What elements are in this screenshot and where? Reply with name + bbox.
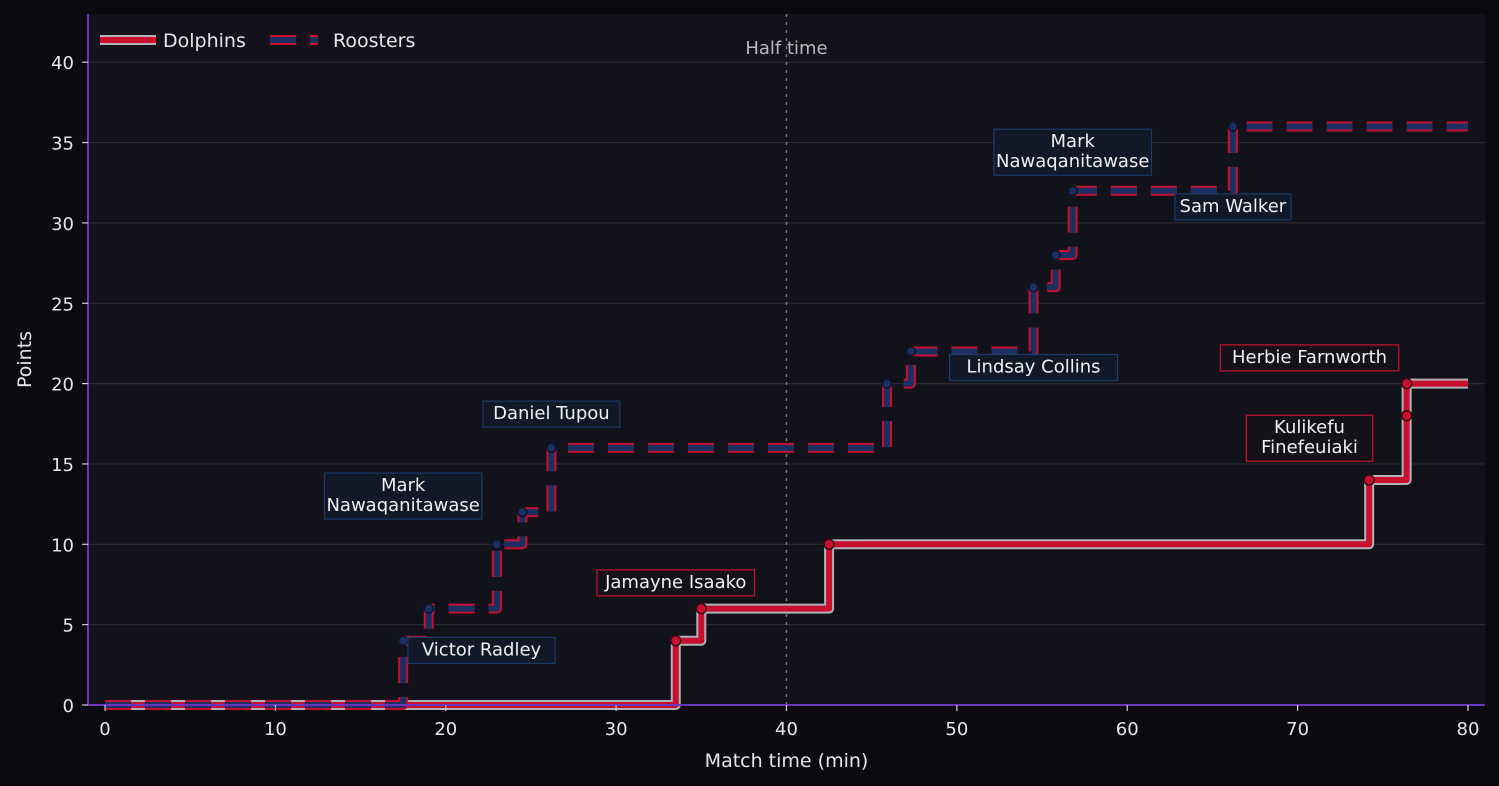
annotation-label: Mark [381, 475, 426, 496]
score-point [1363, 474, 1375, 486]
half-time-marker: Half time [745, 14, 828, 705]
annotation: Lindsay Collins [948, 353, 1119, 382]
x-axis-label: Match time (min) [705, 750, 869, 772]
annotation-label: Finefeuiaki [1261, 437, 1358, 458]
annotation: Sam Walker [1174, 193, 1292, 221]
annotation-box [1174, 193, 1292, 221]
legend-label: Dolphins [163, 30, 246, 52]
half-time-label: Half time [745, 38, 827, 59]
y-tick-label: 15 [51, 455, 74, 476]
annotation-box [596, 569, 756, 597]
y-tick-label: 5 [63, 616, 74, 637]
annotation-label: Nawaqanitawase [326, 495, 479, 516]
annotation-box [1245, 414, 1374, 462]
annotation-label: Herbie Farnworth [1232, 347, 1387, 368]
y-tick-label: 0 [63, 696, 74, 717]
annotation-box [993, 128, 1153, 176]
series-roosters [105, 121, 1468, 710]
score-point [695, 602, 708, 615]
annotation-label: Sam Walker [1180, 196, 1287, 217]
y-axis-label: Points [14, 331, 36, 388]
y-tick-label: 40 [51, 53, 74, 74]
annotation-box [1219, 344, 1400, 372]
score-point [517, 506, 528, 518]
annotation: Victor Radley [407, 636, 556, 664]
annotation-label: Jamayne Isaako [604, 572, 746, 593]
annotation-box [482, 400, 621, 428]
x-tick-label: 50 [945, 719, 968, 740]
y-tick-label: 30 [51, 214, 74, 235]
legend-label: Roosters [333, 30, 415, 52]
x-tick-label: 60 [1116, 719, 1139, 740]
x-tick-label: 10 [264, 719, 287, 740]
score-point [881, 378, 893, 389]
y-tick-label: 35 [51, 134, 74, 155]
legend-entry: Dolphins [100, 30, 246, 52]
y-tick-label: 20 [51, 375, 74, 396]
annotation-label: Nawaqanitawase [996, 151, 1149, 172]
score-point [1400, 409, 1413, 422]
x-tick-label: 0 [99, 719, 110, 740]
x-tick-label: 70 [1286, 719, 1309, 740]
score-point [670, 634, 682, 647]
annotation: Daniel Tupou [482, 400, 621, 428]
score-point [1400, 377, 1413, 390]
tick-labels: 0 10 20 30 40 50 60 70 80 0 5 10 15 20 25 30 35 40 [51, 53, 1479, 740]
legend-entry: Roosters [270, 30, 415, 52]
score-point [546, 442, 557, 454]
series-line [105, 123, 1468, 708]
series-dolphins [105, 377, 1468, 710]
annotation: Herbie Farnworth [1219, 344, 1400, 372]
score-point [397, 635, 409, 646]
legend: Dolphins Roosters [100, 30, 415, 52]
score-point [1227, 121, 1239, 132]
annotation-box [407, 636, 556, 664]
series-layer [105, 121, 1468, 710]
annotation-box [323, 472, 483, 520]
x-tick-label: 20 [434, 719, 457, 740]
annotation-box [948, 353, 1119, 382]
annotation-label: Mark [1051, 131, 1096, 152]
y-tick-label: 10 [51, 535, 74, 556]
score-point [1050, 249, 1061, 261]
x-tick-label: 80 [1457, 719, 1480, 740]
annotation-label: Daniel Tupou [493, 403, 610, 424]
score-point [905, 346, 917, 357]
score-point [1028, 281, 1039, 293]
annotation-label: Victor Radley [422, 639, 542, 660]
y-tick-label: 25 [51, 294, 74, 315]
annotation-label: Lindsay Collins [967, 357, 1101, 378]
score-point [1067, 185, 1078, 197]
score-point [491, 539, 503, 550]
score-point [823, 538, 835, 551]
x-tick-label: 30 [605, 719, 628, 740]
score-point [423, 603, 434, 614]
annotation-label: Kulikefu [1274, 417, 1345, 438]
x-tick-label: 40 [775, 719, 798, 740]
annotation: Jamayne Isaako [596, 569, 756, 597]
